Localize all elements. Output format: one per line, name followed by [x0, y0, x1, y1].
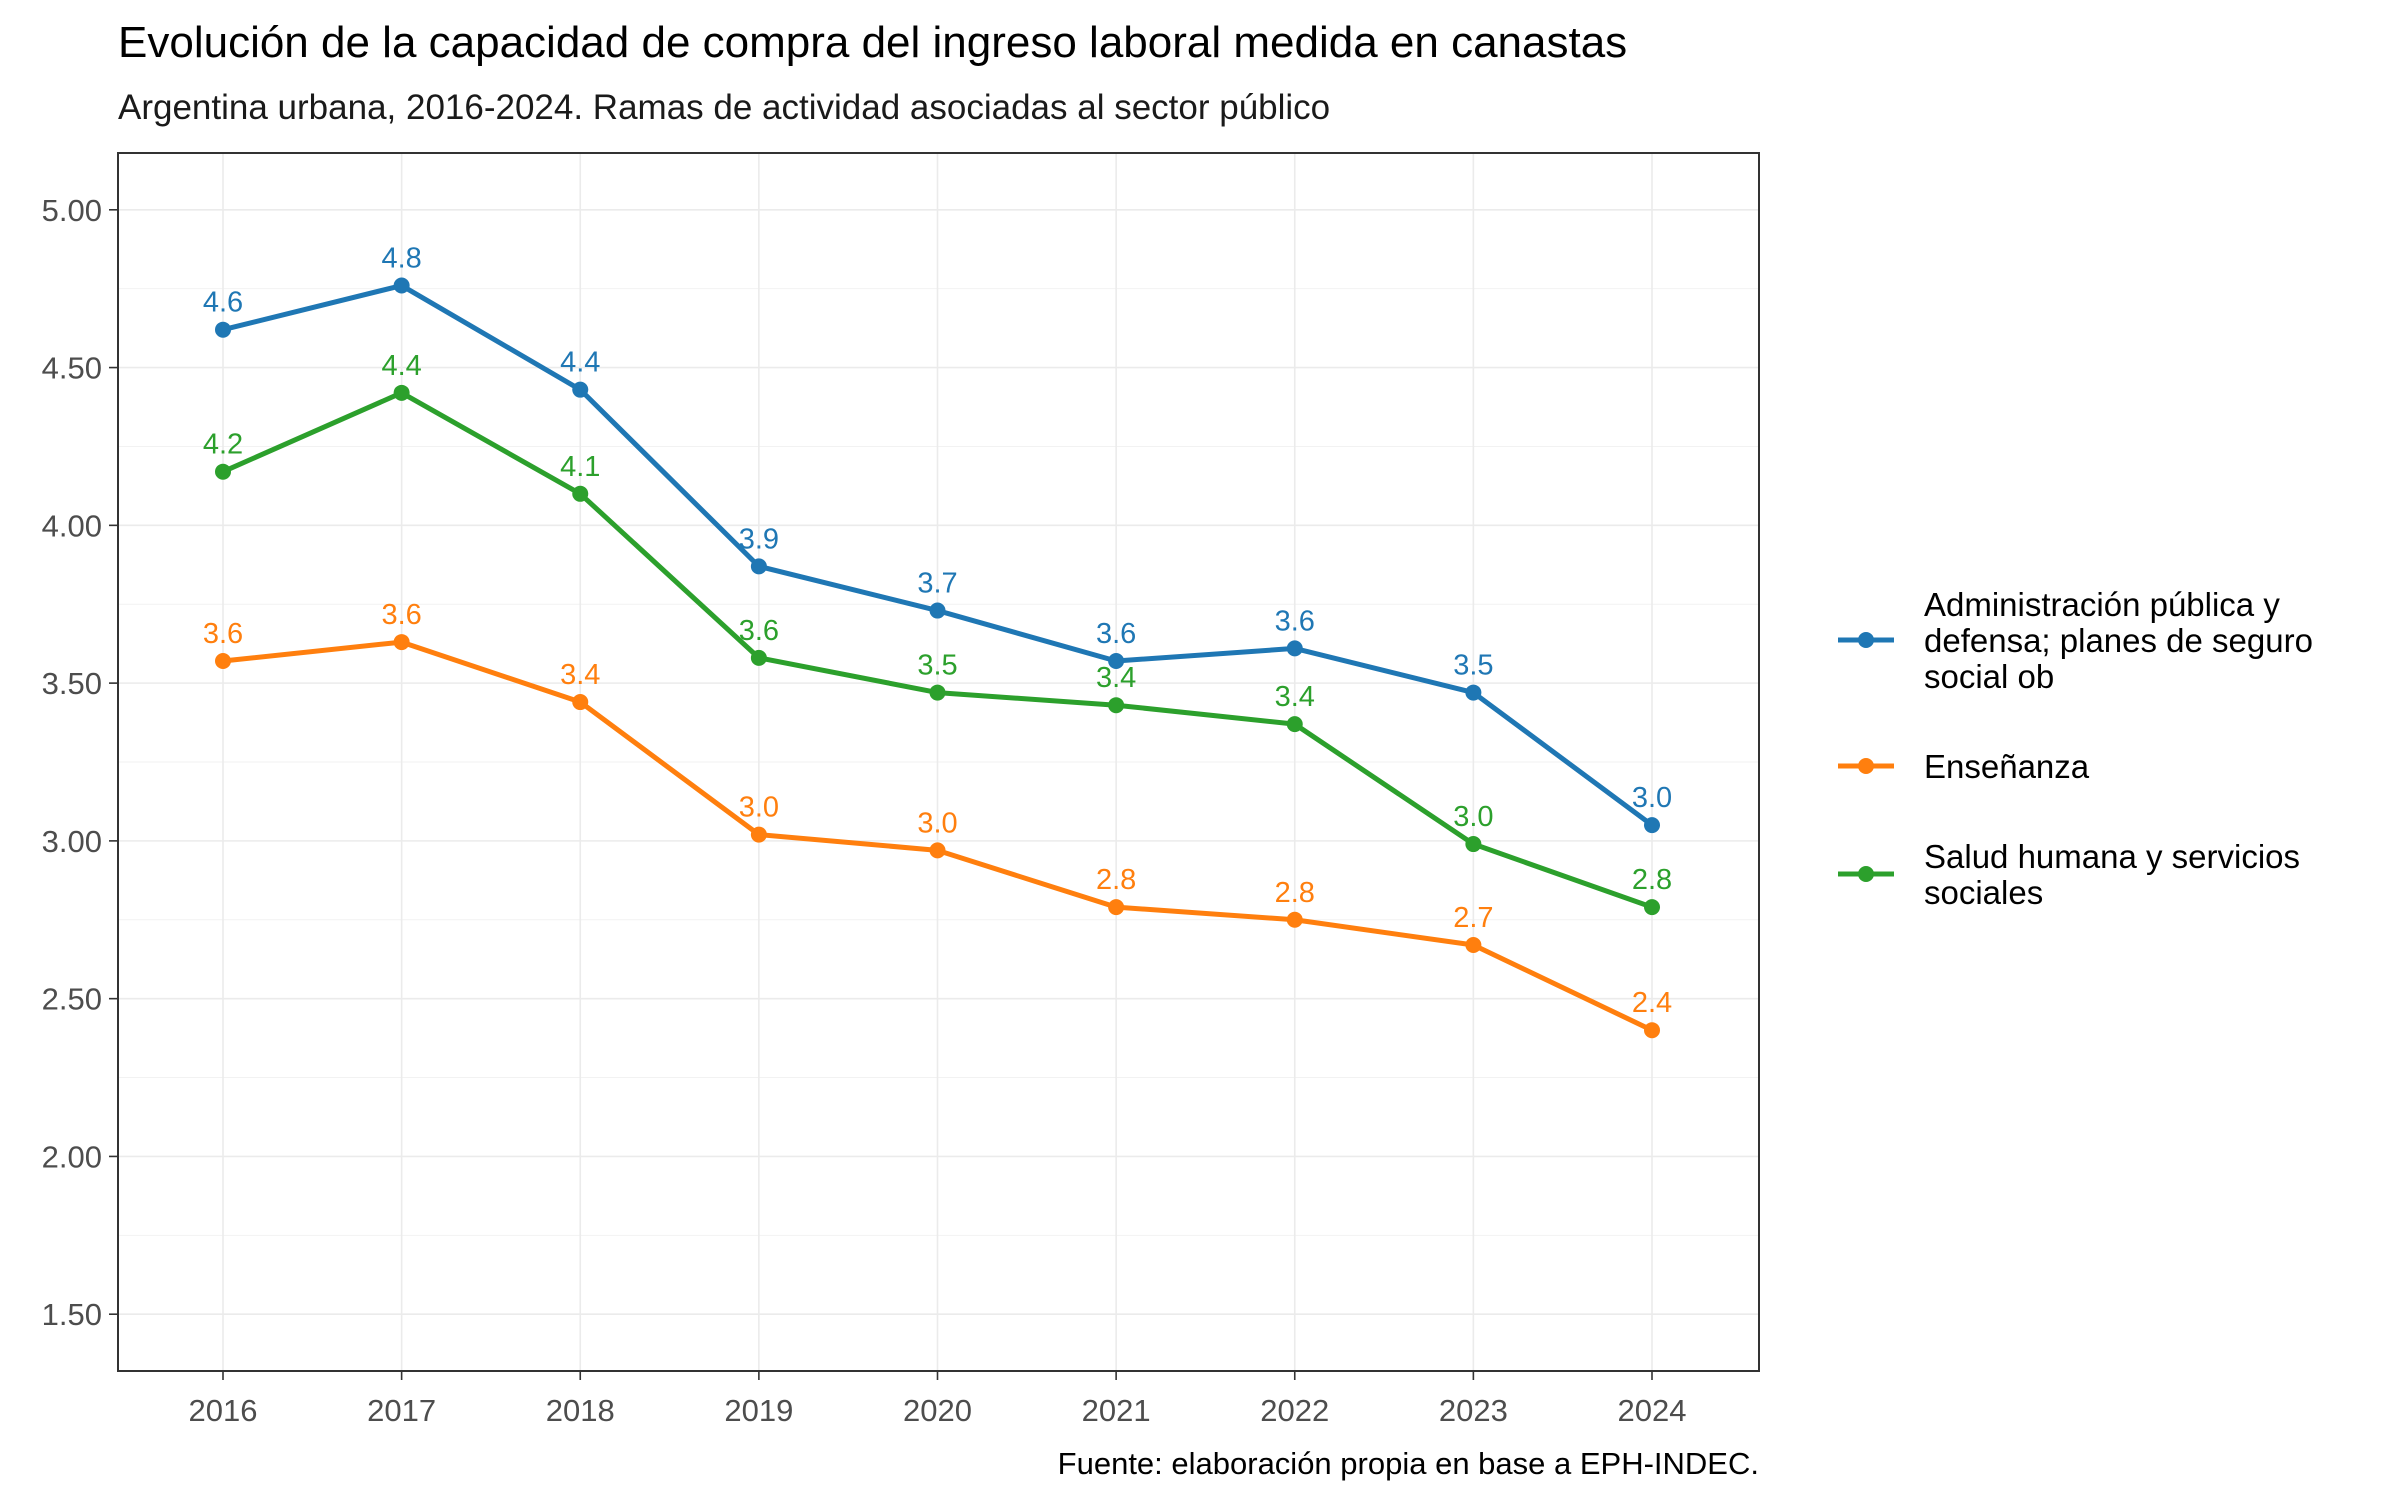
legend-label: Administración pública y	[1924, 586, 2280, 623]
x-tick-label: 2023	[1439, 1393, 1508, 1428]
data-point-2	[1465, 937, 1482, 954]
data-point-1	[572, 381, 589, 398]
data-label-1: 3.6	[1275, 605, 1315, 637]
x-tick-label: 2022	[1260, 1393, 1329, 1428]
legend-label: Salud humana y servicios	[1924, 838, 2300, 875]
data-label-1: 3.5	[1453, 650, 1493, 682]
data-point-2	[393, 634, 410, 651]
data-label-1: 3.0	[1632, 782, 1672, 814]
data-label-2: 3.4	[560, 659, 600, 691]
data-point-3	[929, 684, 946, 701]
legend-key-2	[1838, 758, 1894, 774]
data-label-3: 3.4	[1096, 662, 1136, 694]
data-point-2	[1286, 911, 1303, 928]
x-axis: 2016 2017 2018 2019 2020 2021 2022 2023 2024	[189, 1371, 1687, 1428]
legend-key-1	[1838, 632, 1894, 648]
data-label-2: 3.6	[203, 618, 243, 650]
data-label-1: 3.9	[739, 523, 779, 555]
data-label-3: 4.1	[560, 451, 600, 483]
legend-label: sociales	[1924, 874, 2043, 911]
data-label-2: 3.0	[917, 807, 957, 839]
y-tick-label: 1.50	[42, 1297, 102, 1332]
data-point-3	[1465, 836, 1482, 853]
data-point-1	[750, 558, 767, 575]
x-tick-label: 2019	[724, 1393, 793, 1428]
y-tick-label: 4.00	[42, 508, 102, 543]
data-point-1	[393, 277, 410, 294]
legend-key-3	[1838, 866, 1894, 882]
data-point-2	[929, 842, 946, 859]
legend-point	[1858, 758, 1874, 774]
data-point-1	[1644, 817, 1660, 834]
data-point-2	[572, 694, 589, 711]
x-tick-label: 2021	[1082, 1393, 1151, 1428]
series-layer	[215, 277, 1660, 1039]
data-label-3: 3.0	[1453, 801, 1493, 833]
data-point-3	[1286, 716, 1303, 733]
y-tick-label: 4.50	[42, 351, 102, 386]
data-label-2: 2.8	[1275, 877, 1315, 909]
data-point-3	[215, 463, 231, 480]
data-label-1: 4.6	[203, 287, 243, 319]
data-label-2: 2.8	[1096, 864, 1136, 896]
data-point-1	[1465, 684, 1482, 701]
data-point-2	[750, 826, 767, 843]
chart-title: Evolución de la capacidad de compra del …	[118, 18, 1627, 67]
data-point-2	[1644, 1022, 1660, 1039]
data-label-1: 3.7	[917, 568, 957, 600]
legend-label: social ob	[1924, 658, 2054, 695]
data-point-1	[1108, 653, 1125, 670]
data-point-1	[929, 602, 946, 619]
x-tick-label: 2024	[1618, 1393, 1687, 1428]
legend-label: Enseñanza	[1924, 748, 2090, 785]
x-tick-label: 2017	[367, 1393, 436, 1428]
data-point-1	[215, 321, 231, 338]
x-tick-label: 2018	[546, 1393, 615, 1428]
x-tick-label: 2016	[189, 1393, 258, 1428]
grid-major	[118, 153, 1759, 1371]
x-tick-label: 2020	[903, 1393, 972, 1428]
data-point-3	[1644, 899, 1660, 916]
plot-area: 4.6 4.8 4.4 3.9 3.7 3.6 3.6 3.5 3.0 3.6 3.6 3.4 3.0 3…	[117, 152, 1760, 1372]
y-axis: 1.50 2.00 2.50 3.00 3.50 4.00 4.50 5.00	[42, 193, 118, 1332]
data-label-3: 3.6	[739, 615, 779, 647]
data-point-1	[1286, 640, 1303, 657]
data-label-3: 4.2	[203, 429, 243, 461]
y-tick-label: 2.00	[42, 1139, 102, 1174]
data-point-3	[1108, 697, 1125, 714]
data-label-1: 4.4	[560, 347, 600, 379]
data-label-1: 3.6	[1096, 618, 1136, 650]
y-tick-label: 2.50	[42, 982, 102, 1017]
data-point-3	[750, 649, 767, 666]
data-label-1: 4.8	[381, 243, 421, 275]
data-label-3: 3.5	[917, 650, 957, 682]
data-point-3	[572, 485, 589, 502]
legend-point	[1858, 866, 1874, 882]
data-point-2	[215, 653, 231, 670]
data-label-3: 4.4	[381, 350, 421, 382]
data-label-2: 3.0	[739, 792, 779, 824]
legend-label: defensa; planes de seguro	[1924, 622, 2313, 659]
data-label-2: 3.6	[381, 599, 421, 631]
grid-minor	[118, 288, 1759, 1236]
y-tick-label: 5.00	[42, 193, 102, 228]
y-tick-label: 3.50	[42, 666, 102, 701]
chart-caption: Fuente: elaboración propia en base a EPH…	[1058, 1446, 1759, 1481]
legend-point	[1858, 632, 1874, 648]
data-label-3: 3.4	[1275, 681, 1315, 713]
plot-border	[117, 152, 1760, 1372]
labels-layer: 4.6 4.8 4.4 3.9 3.7 3.6 3.6 3.5 3.0 3.6 3.6 3.4 3.0 3…	[203, 243, 1672, 1020]
y-tick-label: 3.00	[42, 824, 102, 859]
data-label-2: 2.7	[1453, 902, 1493, 934]
data-point-2	[1108, 899, 1125, 916]
data-point-3	[393, 384, 410, 401]
data-label-3: 2.8	[1632, 864, 1672, 896]
chart-subtitle: Argentina urbana, 2016-2024. Ramas de ac…	[118, 88, 1330, 127]
data-label-2: 2.4	[1632, 987, 1672, 1019]
